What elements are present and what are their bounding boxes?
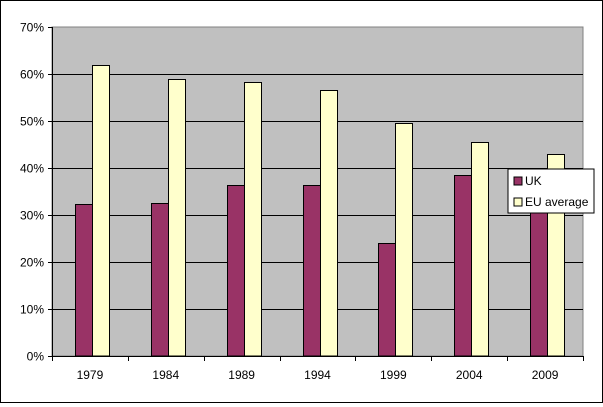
bar-uk-1999 bbox=[378, 243, 396, 357]
y-tick-label: 0% bbox=[27, 350, 45, 364]
y-tick-label: 60% bbox=[20, 68, 44, 82]
x-tick-label: 1994 bbox=[304, 368, 331, 382]
y-tick-labels: 0% 10% 20% 30% 40% 50% 60% 70% bbox=[20, 21, 44, 364]
bar-eu-average-1994 bbox=[320, 90, 338, 357]
x-tick-label: 1984 bbox=[152, 368, 179, 382]
y-tick-label: 10% bbox=[20, 303, 44, 317]
bar-eu-average-1999 bbox=[395, 123, 413, 357]
bar-eu-average-1979 bbox=[92, 65, 110, 357]
y-tick-label: 20% bbox=[20, 256, 44, 270]
x-tick-label: 1979 bbox=[77, 368, 104, 382]
bar-eu-average-1984 bbox=[168, 79, 186, 357]
bar-uk-1984 bbox=[151, 203, 169, 357]
y-tick-label: 70% bbox=[20, 21, 44, 35]
legend: UK EU average bbox=[507, 168, 595, 214]
legend-label-uk: UK bbox=[525, 174, 542, 188]
x-tick-label: 1999 bbox=[380, 368, 407, 382]
bar-uk-2009 bbox=[530, 193, 548, 357]
x-tick-labels: 1979 1984 1989 1994 1999 2004 2009 bbox=[77, 368, 559, 382]
bar-eu-average-1989 bbox=[244, 82, 262, 357]
bars bbox=[75, 65, 565, 357]
y-tick-label: 50% bbox=[20, 115, 44, 129]
x-tick-label: 1989 bbox=[228, 368, 255, 382]
bar-uk-2004 bbox=[454, 175, 472, 357]
x-tick-label: 2009 bbox=[532, 368, 559, 382]
axes bbox=[48, 27, 584, 361]
bar-eu-average-2004 bbox=[471, 142, 489, 357]
gridlines bbox=[52, 74, 583, 310]
bar-uk-1989 bbox=[227, 185, 245, 357]
bar-uk-1979 bbox=[75, 204, 93, 357]
legend-swatch-uk bbox=[513, 176, 523, 186]
bar-uk-1994 bbox=[303, 185, 321, 357]
x-tick-label: 2004 bbox=[456, 368, 483, 382]
legend-label-eu-average: EU average bbox=[525, 195, 589, 209]
y-tick-label: 40% bbox=[20, 162, 44, 176]
y-tick-label: 30% bbox=[20, 209, 44, 223]
legend-swatch-eu-average bbox=[513, 197, 523, 207]
